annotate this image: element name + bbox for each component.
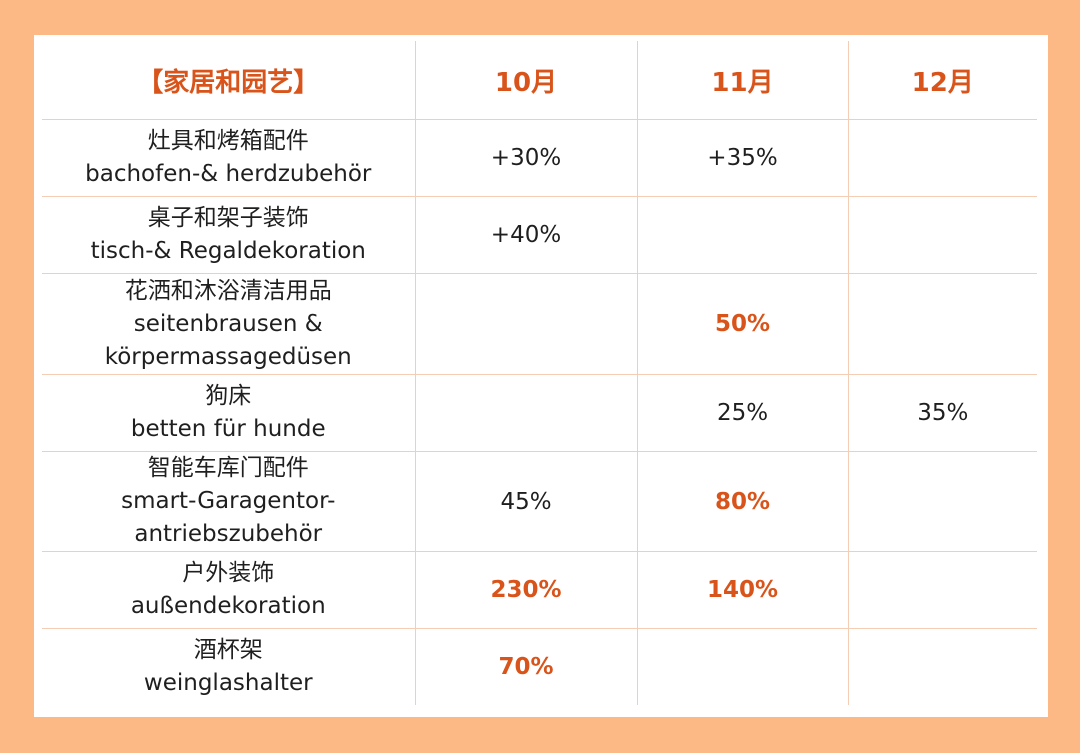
table-row: 灶具和烤箱配件 bachofen-& herdzubehör +30% +35% bbox=[42, 119, 1037, 197]
row-label: 智能车库门配件 smart-Garagentor- antriebszubehö… bbox=[42, 451, 415, 552]
row-label-de-2: körpermassagedüsen bbox=[104, 343, 352, 370]
row-label-zh: 狗床 bbox=[205, 383, 252, 409]
cell-december bbox=[847, 551, 1037, 629]
cell-november: 140% bbox=[636, 551, 848, 629]
header-december: 12月 bbox=[847, 41, 1037, 120]
table-row: 户外装饰 außendekoration 230% 140% bbox=[42, 551, 1037, 629]
table-row: 智能车库门配件 smart-Garagentor- antriebszubehö… bbox=[42, 451, 1037, 552]
cell-december bbox=[847, 451, 1037, 552]
row-label-de: seitenbrausen & bbox=[133, 310, 323, 337]
row-label: 酒杯架 weinglashalter bbox=[42, 629, 415, 706]
cell-october: 45% bbox=[414, 451, 637, 552]
table-row: 桌子和架子装饰 tisch-& Regaldekoration +40% bbox=[42, 196, 1037, 274]
row-label: 花洒和沐浴清洁用品 seitenbrausen & körpermassaged… bbox=[42, 273, 415, 375]
cell-october: +40% bbox=[414, 196, 637, 274]
row-label: 灶具和烤箱配件 bachofen-& herdzubehör bbox=[42, 119, 415, 197]
row-label-zh: 花洒和沐浴清洁用品 bbox=[124, 277, 332, 304]
table-row: 酒杯架 weinglashalter 70% bbox=[42, 628, 1037, 706]
cell-november: +35% bbox=[636, 119, 848, 197]
row-label-de: tisch-& Regaldekoration bbox=[90, 238, 366, 264]
cell-october: +30% bbox=[414, 119, 637, 197]
row-label: 狗床 betten für hunde bbox=[42, 374, 415, 452]
header-november: 11月 bbox=[636, 41, 848, 120]
row-label-de-2: antriebszubehör bbox=[134, 521, 323, 547]
cell-november bbox=[636, 628, 848, 705]
cell-october: 230% bbox=[414, 551, 637, 629]
row-label-zh: 户外装饰 bbox=[182, 560, 275, 586]
cell-december: 35% bbox=[847, 374, 1037, 452]
table-row: 花洒和沐浴清洁用品 seitenbrausen & körpermassaged… bbox=[42, 273, 1037, 375]
row-label-zh: 智能车库门配件 bbox=[147, 455, 309, 481]
cell-november: 50% bbox=[636, 273, 848, 375]
row-label-zh: 酒杯架 bbox=[193, 637, 263, 663]
row-label-de: smart-Garagentor- bbox=[121, 488, 336, 514]
table-card: 【家居和园艺】 10月 11月 12月 灶具和烤箱配件 bachofen-& h… bbox=[34, 35, 1048, 717]
cell-october: 70% bbox=[414, 628, 637, 705]
row-label-zh: 桌子和架子装饰 bbox=[147, 205, 309, 231]
cell-november: 25% bbox=[636, 374, 848, 452]
row-label-de: weinglashalter bbox=[143, 670, 313, 696]
row-label: 户外装饰 außendekoration bbox=[42, 551, 415, 629]
row-label-de: betten für hunde bbox=[130, 416, 326, 442]
cell-november: 80% bbox=[636, 451, 848, 552]
header-category: 【家居和园艺】 bbox=[42, 41, 415, 120]
cell-october bbox=[414, 374, 637, 452]
cell-december bbox=[847, 196, 1037, 274]
growth-table: 【家居和园艺】 10月 11月 12月 灶具和烤箱配件 bachofen-& h… bbox=[42, 41, 1037, 705]
cell-december bbox=[847, 628, 1037, 705]
row-label-zh: 灶具和烤箱配件 bbox=[147, 128, 309, 154]
cell-december bbox=[847, 119, 1037, 197]
row-label-de: bachofen-& herdzubehör bbox=[85, 161, 372, 187]
cell-december bbox=[847, 273, 1037, 375]
row-label: 桌子和架子装饰 tisch-& Regaldekoration bbox=[42, 196, 415, 274]
header-row: 【家居和园艺】 10月 11月 12月 bbox=[42, 41, 1037, 120]
header-october: 10月 bbox=[414, 41, 637, 120]
table-row: 狗床 betten für hunde 25% 35% bbox=[42, 374, 1037, 452]
cell-october bbox=[414, 273, 637, 375]
row-label-de: außendekoration bbox=[130, 593, 326, 619]
cell-november bbox=[636, 196, 848, 274]
